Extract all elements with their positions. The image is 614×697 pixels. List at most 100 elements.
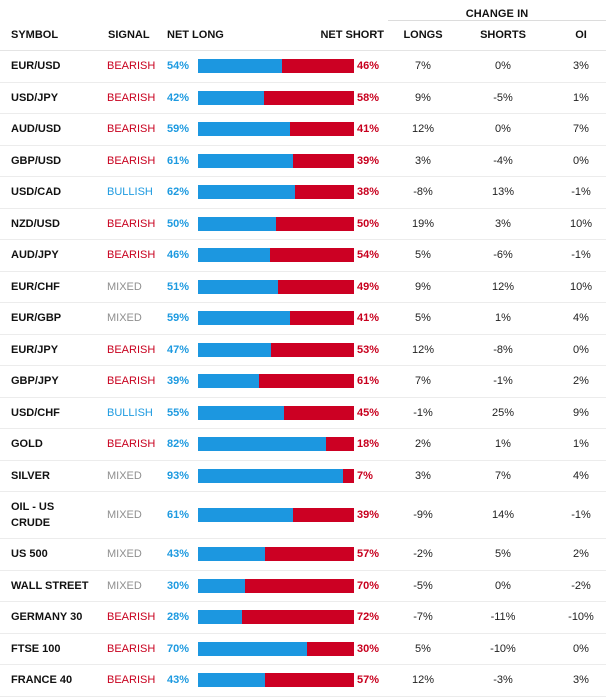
sentiment-bar [198, 216, 354, 231]
header-net-long[interactable]: NET LONG [167, 29, 224, 41]
table-row[interactable]: USD/JPY BEARISH 42% 58% 9% -5% 1% [0, 83, 606, 114]
change-shorts: 25% [491, 406, 515, 419]
symbol-link[interactable]: WALL STREET [11, 579, 89, 592]
table-row[interactable]: WALL STREET MIXED 30% 70% -5% 0% -2% [0, 571, 606, 602]
table-row[interactable]: AUD/JPY BEARISH 46% 54% 5% -6% -1% [0, 240, 606, 272]
table-row[interactable]: GBP/USD BEARISH 61% 39% 3% -4% 0% [0, 146, 606, 177]
symbol-link[interactable]: USD/CHF [11, 406, 60, 419]
change-longs: 7% [415, 375, 431, 388]
symbol-link[interactable]: GOLD [11, 438, 43, 451]
sentiment-bar-long-fill [198, 342, 272, 357]
table-row[interactable]: EUR/CHF MIXED 51% 49% 9% 12% 10% [0, 272, 606, 303]
sentiment-bar [198, 122, 354, 137]
sentiment-bar-long-fill [198, 437, 326, 452]
net-long-percent: 50% [167, 217, 190, 230]
header-longs[interactable]: LONGS [403, 29, 443, 41]
sentiment-bar-long-fill [198, 641, 308, 656]
change-oi: -10% [568, 611, 594, 624]
net-long-percent: 47% [167, 343, 190, 356]
signal-label: MIXED [107, 312, 142, 325]
symbol-link[interactable]: EUR/CHF [11, 280, 60, 293]
signal-label: BEARISH [107, 611, 156, 624]
net-short-percent: 45% [357, 406, 380, 419]
symbol-link[interactable]: GBP/USD [11, 154, 62, 167]
sentiment-bar-long-fill [198, 547, 266, 562]
table-row[interactable]: USD/CHF BULLISH 55% 45% -1% 25% 9% [0, 398, 606, 429]
symbol-link[interactable]: EUR/JPY [11, 343, 59, 356]
table-row[interactable]: NZD/USD BEARISH 50% 50% 19% 3% 10% [0, 209, 606, 240]
symbol-link[interactable]: OIL - US CRUDE [11, 501, 55, 529]
net-short-percent: 30% [357, 642, 380, 655]
sentiment-bar [198, 578, 354, 593]
signal-label: BEARISH [107, 674, 156, 687]
signal-label: MIXED [107, 579, 142, 592]
header-net-short[interactable]: NET SHORT [320, 29, 384, 41]
table-row[interactable]: GERMANY 30 BEARISH 28% 72% -7% -11% -10% [0, 602, 606, 634]
change-longs: 9% [415, 91, 431, 104]
sentiment-bar-long-fill [198, 468, 344, 483]
table-row[interactable]: OIL - US CRUDE MIXED 61% 39% -9% 14% -1% [0, 492, 606, 539]
signal-label: MIXED [107, 509, 142, 521]
header-shorts[interactable]: SHORTS [480, 29, 526, 41]
symbol-link[interactable]: FTSE 100 [11, 642, 61, 655]
symbol-link[interactable]: SILVER [11, 469, 50, 482]
symbol-link[interactable]: AUD/USD [11, 123, 62, 136]
table-row[interactable]: US 500 MIXED 43% 57% -2% 5% 2% [0, 539, 606, 571]
table-row[interactable]: AUD/USD BEARISH 59% 41% 12% 0% 7% [0, 114, 606, 146]
table-row[interactable]: GOLD BEARISH 82% 18% 2% 1% 1% [0, 429, 606, 461]
change-oi: 7% [573, 123, 589, 136]
net-short-percent: 18% [357, 438, 380, 451]
sentiment-bar-long-fill [198, 185, 295, 200]
change-longs: 12% [411, 123, 435, 136]
symbol-link[interactable]: USD/CAD [11, 186, 62, 199]
table-row[interactable]: FTSE 100 BEARISH 70% 30% 5% -10% 0% [0, 634, 606, 665]
signal-label: BEARISH [107, 154, 156, 167]
table-row[interactable]: EUR/GBP MIXED 59% 41% 5% 1% 4% [0, 303, 606, 335]
net-short-percent: 49% [357, 280, 380, 293]
net-long-percent: 59% [167, 123, 190, 136]
table-row[interactable]: EUR/USD BEARISH 54% 46% 7% 0% 3% [0, 51, 606, 83]
change-shorts: -4% [493, 154, 513, 167]
symbol-link[interactable]: USD/JPY [11, 91, 59, 104]
sentiment-bar [198, 153, 354, 168]
symbol-link[interactable]: US 500 [11, 548, 48, 561]
change-longs: 5% [415, 249, 431, 262]
sentiment-bar [198, 90, 354, 105]
signal-label: MIXED [107, 548, 142, 561]
change-oi: 10% [569, 217, 593, 230]
change-shorts: 0% [495, 579, 511, 592]
header-symbol[interactable]: SYMBOL [11, 29, 59, 41]
sentiment-bar [198, 279, 354, 294]
symbol-link[interactable]: FRANCE 40 [11, 674, 73, 687]
change-shorts: -10% [490, 642, 516, 655]
header-oi[interactable]: OI [575, 29, 587, 41]
change-oi: 2% [573, 548, 589, 561]
symbol-link[interactable]: GBP/JPY [11, 375, 59, 388]
change-oi: -1% [571, 186, 591, 199]
symbol-link[interactable]: EUR/GBP [11, 312, 62, 325]
net-long-percent: 93% [167, 469, 190, 482]
sentiment-table: CHANGE IN SYMBOL SIGNAL NET LONG NET SHO… [0, 8, 606, 697]
net-short-percent: 57% [357, 674, 380, 687]
table-row[interactable]: SILVER MIXED 93% 7% 3% 7% 4% [0, 461, 606, 492]
change-oi: 10% [569, 280, 593, 293]
net-long-percent: 43% [167, 674, 190, 687]
net-long-percent: 54% [167, 60, 190, 73]
header-signal[interactable]: SIGNAL [108, 29, 150, 41]
symbol-link[interactable]: AUD/JPY [11, 249, 59, 262]
symbol-link[interactable]: EUR/USD [11, 60, 61, 73]
change-longs: 12% [411, 343, 435, 356]
change-oi: -1% [571, 249, 591, 262]
table-row[interactable]: EUR/JPY BEARISH 47% 53% 12% -8% 0% [0, 335, 606, 366]
change-shorts: -6% [493, 249, 513, 262]
table-row[interactable]: GBP/JPY BEARISH 39% 61% 7% -1% 2% [0, 366, 606, 398]
change-longs: -8% [413, 186, 433, 199]
symbol-link[interactable]: GERMANY 30 [11, 611, 83, 624]
sentiment-bar [198, 342, 354, 357]
net-long-percent: 46% [167, 249, 190, 262]
change-oi: 0% [573, 642, 589, 655]
table-row[interactable]: USD/CAD BULLISH 62% 38% -8% 13% -1% [0, 177, 606, 209]
net-short-percent: 53% [357, 343, 380, 356]
symbol-link[interactable]: NZD/USD [11, 217, 60, 230]
table-row[interactable]: FRANCE 40 BEARISH 43% 57% 12% -3% 3% [0, 665, 606, 697]
